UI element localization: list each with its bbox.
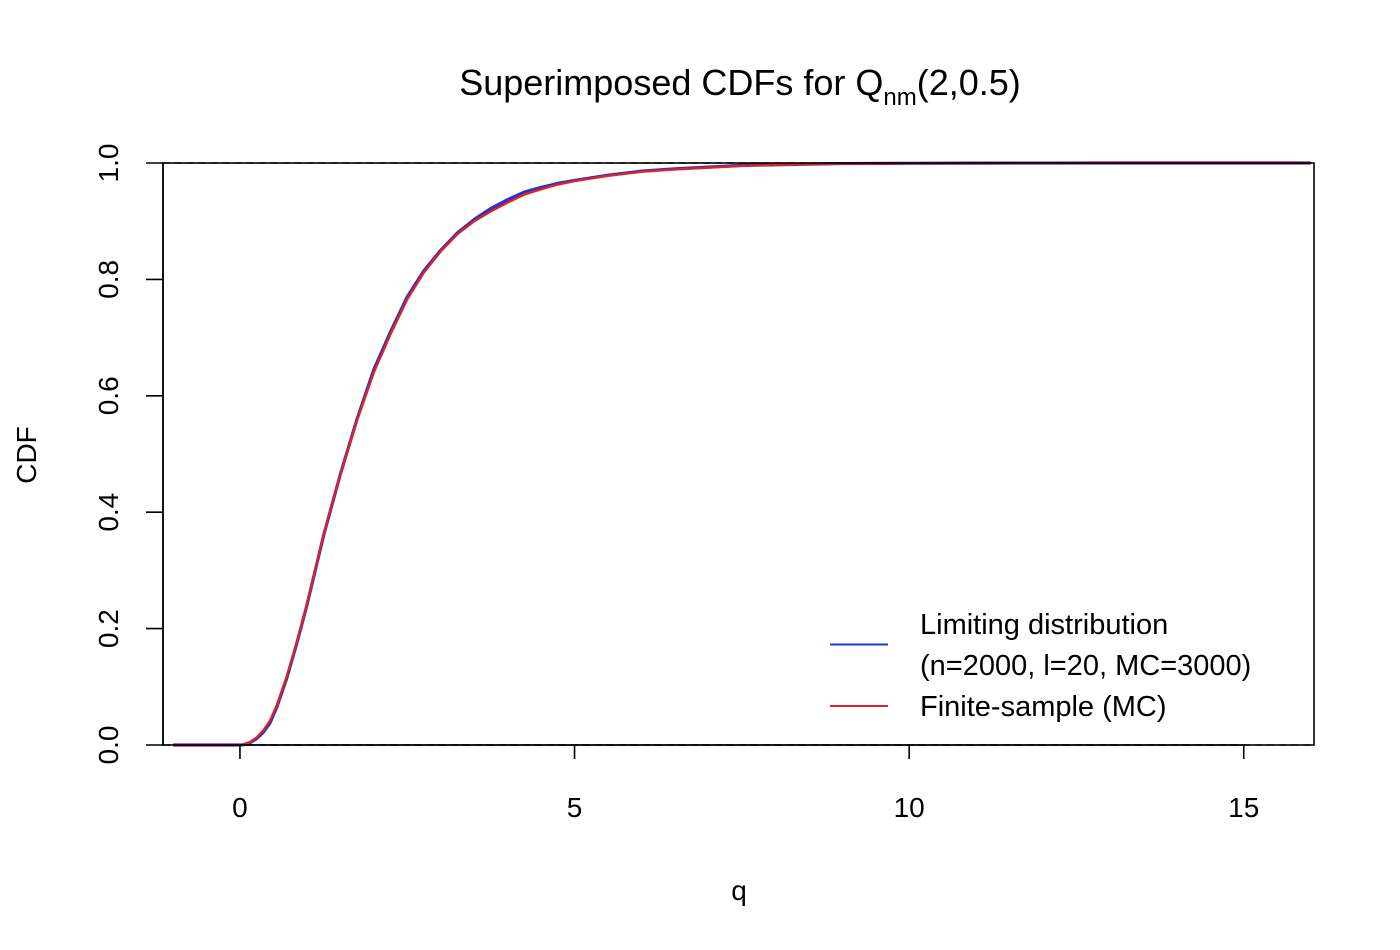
y-tick-label-4: 0.8 xyxy=(93,260,124,299)
y-tick-label-0: 0.0 xyxy=(93,726,124,765)
chart-title-subscript: nm xyxy=(883,84,916,111)
chart-title-suffix: (2,0.5) xyxy=(917,62,1021,103)
chart-title: Superimposed CDFs for Qnm(2,0.5) xyxy=(459,62,1021,111)
x-tick-label-3: 15 xyxy=(1228,792,1259,823)
y-tick-label-5: 1.0 xyxy=(93,144,124,183)
x-tick-label-2: 10 xyxy=(894,792,925,823)
y-axis-label: CDF xyxy=(11,426,42,484)
y-axis: 0.0 0.2 0.4 0.6 0.8 1.0 xyxy=(93,144,164,765)
x-tick-label-1: 5 xyxy=(567,792,583,823)
legend-text-0-1: (n=2000, l=20, MC=3000) xyxy=(920,650,1251,682)
chart-title-main: Superimposed CDFs for Q xyxy=(459,62,883,103)
y-tick-label-2: 0.4 xyxy=(93,493,124,532)
x-tick-label-0: 0 xyxy=(232,792,248,823)
legend-text-1-0: Finite-sample (MC) xyxy=(920,691,1167,723)
legend: Limiting distribution (n=2000, l=20, MC=3… xyxy=(830,609,1251,723)
y-tick-label-3: 0.6 xyxy=(93,376,124,415)
y-tick-label-1: 0.2 xyxy=(93,609,124,648)
x-axis-label: q xyxy=(731,875,747,906)
legend-text-0-0: Limiting distribution xyxy=(920,609,1168,641)
x-axis: 0 5 10 15 xyxy=(232,744,1259,823)
